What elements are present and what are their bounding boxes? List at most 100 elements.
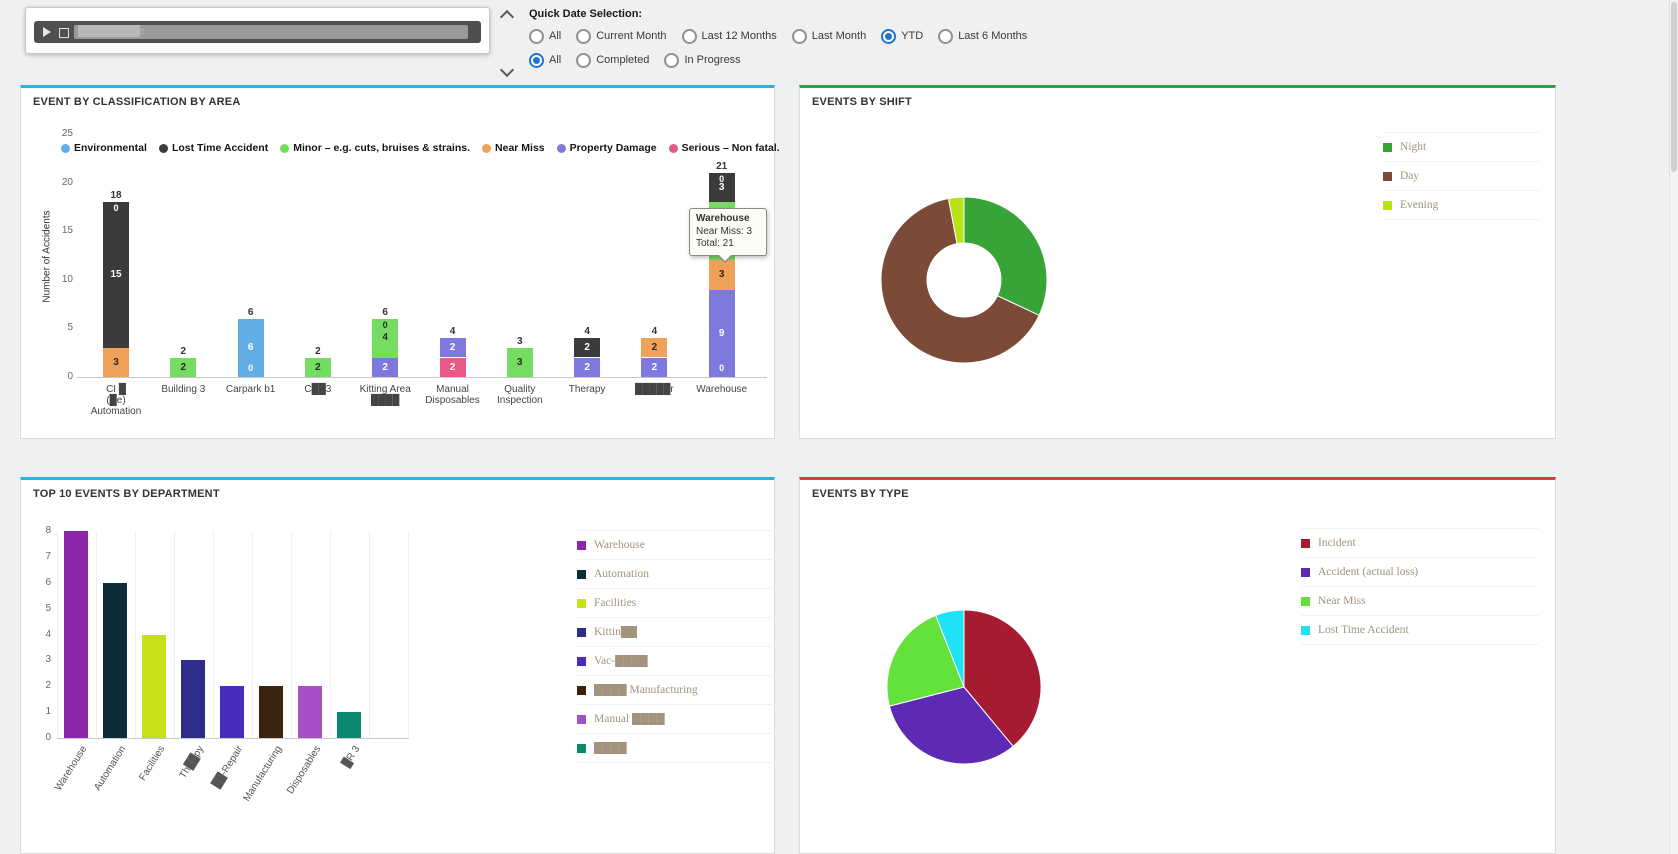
bar-segment-near-miss[interactable]: 3 bbox=[103, 347, 129, 377]
radio-unselected[interactable] bbox=[681, 28, 697, 44]
legend-label: Near Miss bbox=[1318, 595, 1366, 607]
legend-item-lost-time-accident[interactable]: Lost Time Accident bbox=[1301, 616, 1539, 645]
legend-item-kittin[interactable]: Kittin██ bbox=[577, 618, 775, 647]
bar-segment-serious-non-fatal[interactable]: 2 bbox=[439, 357, 466, 377]
panel-area: EVENT BY CLASSIFICATION BY AREA Number o… bbox=[20, 85, 780, 439]
zero-value-label: 0 bbox=[382, 319, 388, 330]
radio-option-all[interactable]: All bbox=[529, 52, 561, 68]
x-category-label: C██3 bbox=[304, 384, 332, 395]
legend-item-incident[interactable]: Incident bbox=[1301, 529, 1539, 558]
gridline bbox=[290, 531, 292, 738]
legend-item-manual[interactable]: Manual ████ bbox=[577, 705, 775, 734]
gridline bbox=[134, 531, 136, 738]
bar-segment-lost-time-accident[interactable]: 15 bbox=[103, 202, 129, 348]
panel-title-type: EVENTS BY TYPE bbox=[812, 488, 909, 500]
bar-segment-property-damage[interactable]: 2 bbox=[439, 338, 466, 358]
radio-option-last-month[interactable]: Last Month bbox=[791, 28, 866, 44]
panel-type: EVENTS BY TYPE Incident Accident (actual … bbox=[799, 477, 1556, 854]
legend-item-manufacturing[interactable]: ████ Manufacturing bbox=[577, 676, 775, 705]
legend-item-evening[interactable]: Evening bbox=[1383, 191, 1541, 220]
legend-item-property-damage[interactable]: Property Damage bbox=[556, 142, 657, 154]
radio-selected[interactable] bbox=[529, 52, 544, 68]
legend-label: Serious – Non fatal. bbox=[681, 142, 780, 154]
y-tick-label: 3 bbox=[45, 654, 51, 666]
legend-item-[interactable]: ████ bbox=[577, 734, 775, 763]
radio-option-current-month[interactable]: Current Month bbox=[576, 28, 667, 44]
slice-lost-time-accident[interactable] bbox=[935, 609, 965, 688]
bar-segment-minor-e-g-cuts-bruises-strains[interactable]: 4 bbox=[372, 318, 399, 358]
bar-facilities[interactable] bbox=[142, 634, 166, 738]
radio-unselected[interactable] bbox=[576, 52, 592, 68]
bar-th-py[interactable] bbox=[181, 660, 205, 738]
y-tick-label: 7 bbox=[45, 550, 51, 562]
legend-item-environmental[interactable]: Environmental bbox=[61, 142, 147, 154]
bar-automation[interactable] bbox=[103, 582, 127, 739]
radio-unselected[interactable] bbox=[529, 28, 544, 44]
legend-item-accident-actual-loss[interactable]: Accident (actual loss) bbox=[1301, 558, 1539, 587]
radio-option-completed[interactable]: Completed bbox=[576, 52, 649, 68]
scrollbar-thumb[interactable] bbox=[1671, 2, 1677, 172]
play-icon[interactable] bbox=[43, 27, 51, 37]
legend-label: Automation bbox=[594, 568, 649, 580]
radio-option-all[interactable]: All bbox=[529, 28, 561, 44]
radio-unselected[interactable] bbox=[938, 28, 954, 44]
collapse-up-button[interactable] bbox=[498, 6, 516, 25]
legend-item-near-miss[interactable]: Near Miss bbox=[482, 142, 545, 154]
player-checkbox[interactable] bbox=[59, 28, 69, 38]
bar-segment-property-damage[interactable]: 2 bbox=[372, 357, 399, 377]
legend-item-lost-time-accident[interactable]: Lost Time Accident bbox=[158, 142, 268, 154]
x-category-label: Warehouse bbox=[696, 384, 748, 395]
bar-manufacturing[interactable] bbox=[259, 686, 283, 739]
bar-disposables[interactable] bbox=[298, 686, 322, 739]
y-axis-title: Number of Accidents bbox=[41, 210, 53, 303]
redacted-label: ██████████e bbox=[78, 26, 144, 37]
player-bar[interactable]: ██████████e bbox=[34, 21, 481, 43]
bar-r-3[interactable] bbox=[337, 712, 361, 738]
slice-near-miss[interactable] bbox=[886, 614, 965, 707]
radio-option-ytd[interactable]: YTD bbox=[881, 28, 923, 44]
radio-selected[interactable] bbox=[881, 28, 897, 44]
legend-item-automation[interactable]: Automation bbox=[577, 560, 775, 589]
player-track[interactable]: ██████████e bbox=[74, 25, 468, 39]
bar-warehouse[interactable] bbox=[64, 531, 88, 738]
slice-day[interactable] bbox=[880, 197, 1040, 364]
legend-label: Minor – e.g. cuts, bruises & strains. bbox=[293, 142, 471, 154]
radio-unselected[interactable] bbox=[791, 28, 807, 44]
bar-segment-property-damage[interactable]: 9 bbox=[708, 289, 735, 377]
slice-evening[interactable] bbox=[947, 196, 965, 245]
slice-incident[interactable] bbox=[963, 609, 1042, 748]
radio-option-in-progress[interactable]: In Progress bbox=[664, 52, 741, 68]
panel-title-area: EVENT BY CLASSIFICATION BY AREA bbox=[33, 96, 241, 108]
slice-accident-actual-loss[interactable] bbox=[888, 686, 1014, 765]
page-scrollbar[interactable] bbox=[1669, 0, 1678, 854]
bar-segment-near-miss[interactable]: 3 bbox=[708, 260, 735, 290]
legend-item-warehouse[interactable]: Warehouse bbox=[577, 531, 775, 560]
bar-segment-near-miss[interactable]: 2 bbox=[641, 338, 668, 358]
bar-segment-lost-time-accident[interactable]: 3 bbox=[708, 172, 735, 203]
radio-unselected[interactable] bbox=[576, 28, 592, 44]
legend-item-facilities[interactable]: Facilities bbox=[577, 589, 775, 618]
legend-marker bbox=[1301, 596, 1310, 606]
radio-option-last-12-months[interactable]: Last 12 Months bbox=[681, 28, 777, 44]
bar-segment-minor-e-g-cuts-bruises-strains[interactable]: 2 bbox=[304, 357, 331, 377]
gridline bbox=[407, 531, 409, 738]
bar-segment-minor-e-g-cuts-bruises-strains[interactable]: 3 bbox=[506, 347, 533, 377]
legend-item-night[interactable]: Night bbox=[1383, 133, 1541, 162]
slice-night[interactable] bbox=[963, 196, 1048, 317]
radio-option-last-6-months[interactable]: Last 6 Months bbox=[938, 28, 1027, 44]
bar-segment-property-damage[interactable]: 2 bbox=[641, 357, 668, 377]
bar-repair[interactable] bbox=[220, 686, 244, 739]
legend-item-serious-non-fatal[interactable]: Serious – Non fatal. bbox=[668, 142, 780, 154]
collapse-down-button[interactable] bbox=[498, 62, 516, 80]
bar-segment-lost-time-accident[interactable]: 2 bbox=[574, 338, 601, 358]
bar-segment-property-damage[interactable]: 2 bbox=[574, 357, 601, 377]
zero-value-label: 0 bbox=[113, 203, 119, 213]
bar-segment-minor-e-g-cuts-bruises-strains[interactable]: 2 bbox=[170, 357, 197, 377]
bar-segment-environmental[interactable]: 6 bbox=[237, 318, 264, 377]
radio-unselected[interactable] bbox=[664, 52, 680, 68]
legend-item-near-miss[interactable]: Near Miss bbox=[1301, 587, 1539, 616]
legend-item-minor-e-g-cuts-bruises-strains[interactable]: Minor – e.g. cuts, bruises & strains. bbox=[280, 142, 470, 154]
legend-marker bbox=[1383, 171, 1392, 181]
legend-item-vac[interactable]: Vac-████ bbox=[577, 647, 775, 676]
legend-item-day[interactable]: Day bbox=[1383, 162, 1541, 191]
